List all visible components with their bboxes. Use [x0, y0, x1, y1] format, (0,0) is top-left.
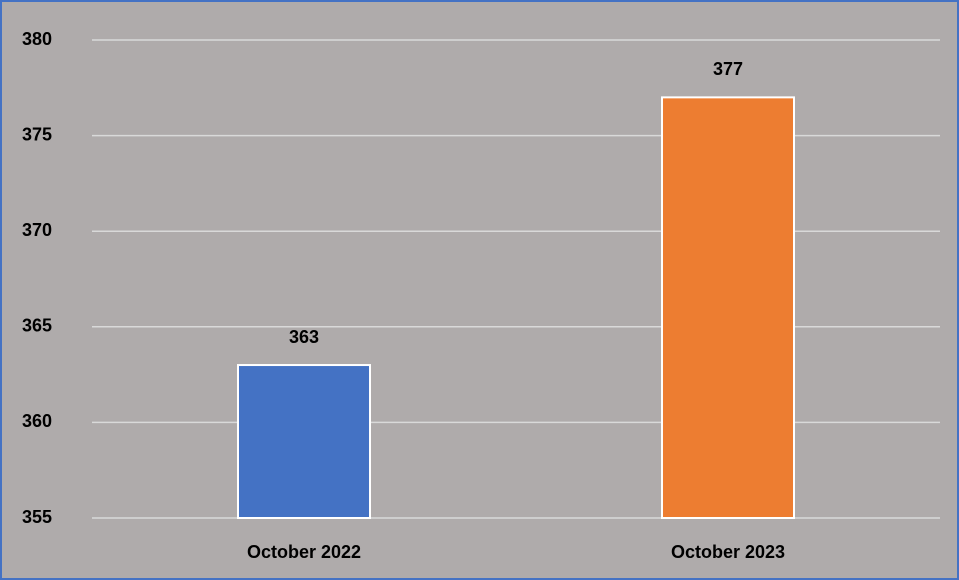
y-tick-label: 365 [22, 316, 52, 336]
bar [661, 96, 795, 520]
y-tick-label: 370 [22, 220, 52, 240]
x-tick-label: October 2022 [247, 542, 361, 562]
data-label: 377 [713, 59, 743, 79]
y-tick-label: 380 [22, 29, 52, 49]
y-tick-label: 355 [22, 507, 52, 527]
x-tick-label: October 2023 [671, 542, 785, 562]
data-label: 363 [289, 327, 319, 347]
y-tick-label: 360 [22, 411, 52, 431]
y-tick-label: 375 [22, 124, 52, 144]
bar [237, 364, 371, 520]
